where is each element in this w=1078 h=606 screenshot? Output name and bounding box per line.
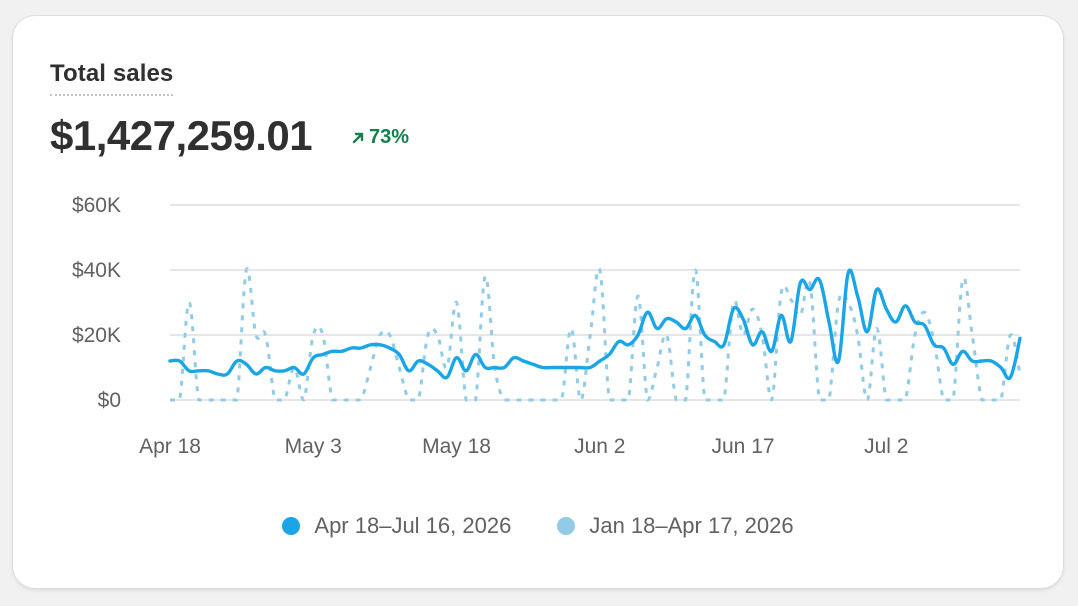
- sales-line-chart: $0 $20K $40K $60K Apr 18 May 3 May 18 Jun 2 Jun…: [72, 194, 1022, 458]
- y-tick-label: $0: [98, 389, 121, 412]
- chart-grid: [170, 204, 1020, 401]
- series-line-current[interactable]: [168, 268, 1022, 381]
- legend-item-previous[interactable]: Jan 18–Apr 17, 2026: [557, 513, 794, 539]
- x-tick-label: Jun 2: [574, 435, 625, 458]
- card-title[interactable]: Total sales: [50, 60, 174, 96]
- x-axis-ticks: Apr 18 May 3 May 18 Jun 2 Jun 17 Jul 2: [139, 435, 908, 458]
- legend-swatch-current: [282, 517, 301, 535]
- y-axis-ticks: $0 $20K $40K $60K: [72, 194, 121, 412]
- series-line-previous[interactable]: [169, 266, 1022, 402]
- x-tick-label: Jul 2: [864, 435, 908, 458]
- change-badge: 73%: [351, 126, 409, 149]
- y-tick-label: $20K: [72, 324, 121, 347]
- change-percent: 73%: [369, 126, 410, 148]
- y-tick-label: $60K: [72, 194, 121, 217]
- legend-label-previous: Jan 18–Apr 17, 2026: [589, 513, 794, 538]
- chart-series: [168, 266, 1022, 402]
- total-sales-card: Total sales $1,427,259.01 73% $0 $20K $40K…: [13, 16, 1063, 588]
- y-tick-label: $40K: [72, 259, 121, 282]
- x-tick-label: Apr 18: [139, 435, 201, 458]
- x-tick-label: May 3: [285, 435, 342, 458]
- x-tick-label: May 18: [422, 435, 491, 458]
- legend-label-current: Apr 18–Jul 16, 2026: [314, 513, 512, 538]
- arrow-up-right-icon: [352, 132, 364, 143]
- total-sales-value: $1,427,259.01: [50, 112, 313, 159]
- chart-legend: Apr 18–Jul 16, 2026 Jan 18–Apr 17, 2026: [13, 513, 1063, 539]
- legend-item-current[interactable]: Apr 18–Jul 16, 2026: [282, 513, 511, 539]
- x-tick-label: Jun 17: [712, 435, 775, 458]
- legend-swatch-previous: [557, 517, 576, 535]
